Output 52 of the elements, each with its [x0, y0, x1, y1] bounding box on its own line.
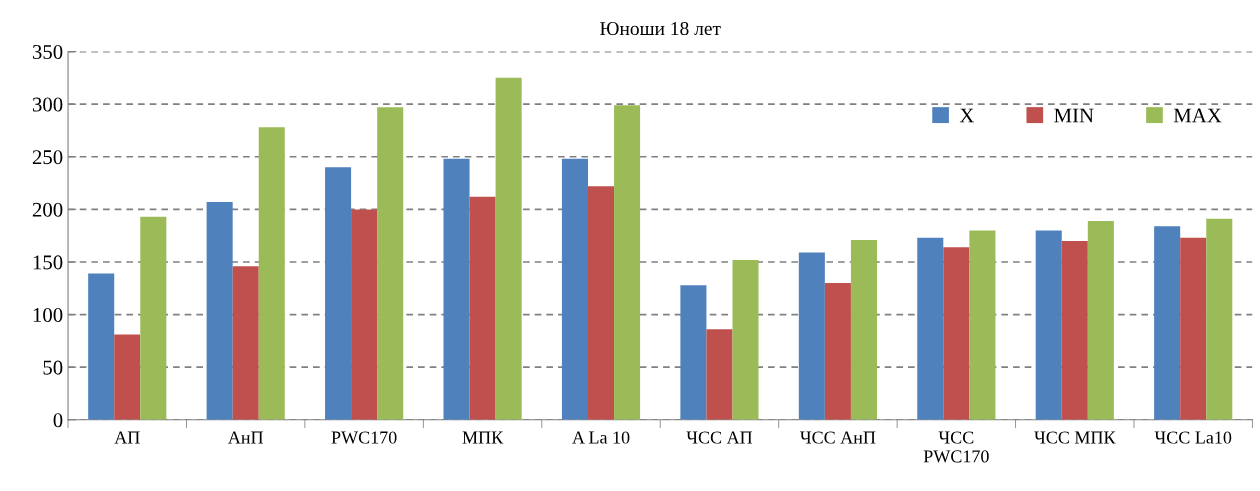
- bar: [680, 285, 707, 420]
- x-tick-label: ЧСС La10: [1154, 431, 1232, 444]
- x-tick-label: ЧСС АнП: [800, 431, 876, 444]
- y-tick-label: 150: [33, 255, 63, 270]
- bar: [1180, 237, 1207, 420]
- bar: [88, 273, 115, 420]
- y-tick-label: 350: [32, 44, 63, 59]
- x-tick-label: A La 10: [572, 431, 630, 444]
- x-tick-label: ЧСС МПК: [1034, 431, 1116, 444]
- bar: [377, 107, 404, 420]
- bar: [969, 230, 996, 420]
- bar: [443, 158, 470, 420]
- bar: [1061, 240, 1088, 420]
- legend-label: MAX: [1173, 108, 1222, 123]
- x-tick-label: ЧСС АП: [686, 431, 753, 444]
- bar: [850, 239, 877, 420]
- y-tick-label: 250: [32, 150, 63, 165]
- y-tick-label: 0: [53, 413, 63, 428]
- bar: [140, 216, 167, 420]
- bar: [495, 77, 522, 420]
- bar: [1154, 226, 1181, 420]
- bar: [114, 334, 141, 420]
- x-tick-label: АнП: [228, 431, 264, 444]
- bar: [1035, 230, 1062, 420]
- bar: [587, 186, 615, 420]
- legend-label: MIN: [1054, 108, 1094, 123]
- y-tick-label: 50: [43, 360, 63, 375]
- chart-title: Юноши 18 лет: [600, 21, 721, 36]
- legend-label: X: [959, 108, 975, 123]
- bar: [258, 127, 285, 420]
- y-tick-label: 100: [33, 307, 63, 323]
- x-tick-label: ЧСС PWC170: [923, 431, 989, 463]
- bar: [1087, 220, 1114, 420]
- x-tick-label: PWC170: [331, 431, 397, 444]
- bar: [614, 105, 641, 420]
- bar: [351, 209, 378, 420]
- bar: [798, 252, 825, 420]
- x-tick-label: МПК: [462, 431, 504, 444]
- bar: [732, 259, 759, 420]
- bar: [706, 329, 733, 420]
- bar: [824, 283, 851, 420]
- bar: [206, 202, 233, 420]
- bar: [469, 196, 496, 420]
- bar: [943, 247, 970, 420]
- bar: [232, 266, 259, 420]
- x-tick-label: АП: [114, 431, 140, 444]
- bar: [561, 158, 588, 420]
- y-tick-label: 200: [32, 202, 63, 217]
- bar: [1206, 218, 1233, 420]
- y-tick-label: 300: [32, 97, 63, 112]
- bar: [325, 167, 352, 420]
- bar: [917, 237, 944, 420]
